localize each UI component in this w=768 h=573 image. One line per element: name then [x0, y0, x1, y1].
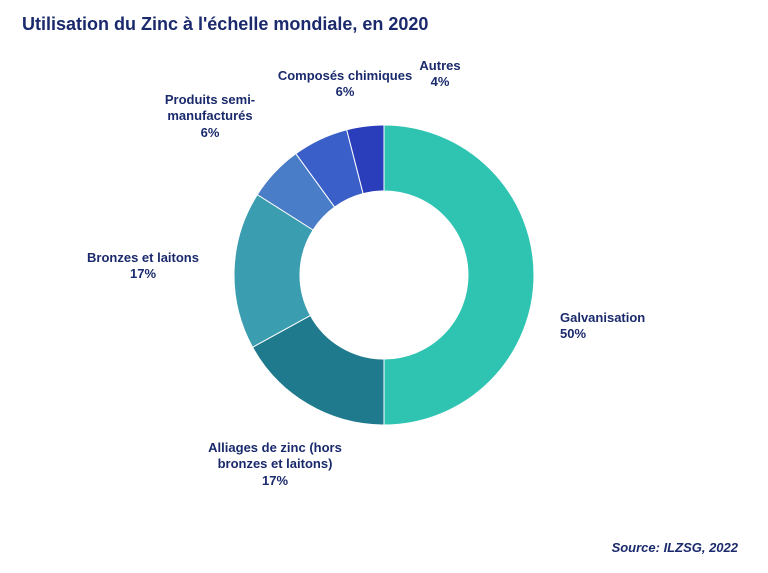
slice-label-autres: Autres 4%: [400, 58, 480, 91]
donut-slice-0: [384, 125, 534, 425]
chart-title: Utilisation du Zinc à l'échelle mondiale…: [22, 14, 428, 35]
slice-label-produits: Produits semi- manufacturés 6%: [150, 92, 270, 141]
slice-label-alliages: Alliages de zinc (hors bronzes et laiton…: [195, 440, 355, 489]
slice-label-galvanisation: Galvanisation 50%: [560, 310, 680, 343]
donut-chart: [234, 125, 534, 425]
chart-source: Source: ILZSG, 2022: [612, 540, 738, 555]
slice-label-bronzes: Bronzes et laitons 17%: [78, 250, 208, 283]
chart-area: Galvanisation 50% Alliages de zinc (hors…: [0, 50, 768, 530]
